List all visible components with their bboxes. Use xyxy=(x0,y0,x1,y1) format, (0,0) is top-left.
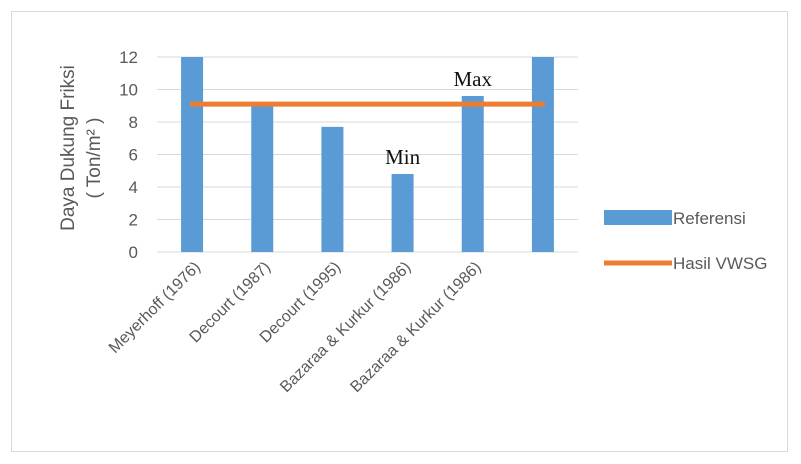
y-tick-label: 0 xyxy=(129,243,138,262)
y-axis-label-line1: Daya Dukung Friksi xyxy=(58,65,79,231)
bar xyxy=(461,96,484,252)
annotation-max: Max xyxy=(454,67,493,91)
bar xyxy=(531,57,554,252)
y-tick-label: 8 xyxy=(129,113,138,132)
bar xyxy=(251,104,274,252)
annotation-min: Min xyxy=(385,145,421,169)
gridlines xyxy=(157,56,578,253)
category-label: Bazaraa & Kurkur (1986) xyxy=(347,259,484,396)
legend-label-referensi: Referensi xyxy=(673,209,746,228)
category-label: Bazaraa & Kurkur (1986) xyxy=(277,259,414,396)
bar xyxy=(391,174,414,252)
y-tick-labels: 0 2 4 6 8 10 12 xyxy=(119,48,138,262)
legend: Referensi Hasil VWSG xyxy=(604,209,767,273)
y-tick-label: 12 xyxy=(119,48,138,67)
y-tick-label: 2 xyxy=(129,211,138,230)
legend-swatch-referensi xyxy=(604,210,672,225)
legend-label-hasil-vwsg: Hasil VWSG xyxy=(673,254,767,273)
annotations: Min Max xyxy=(385,67,492,169)
y-tick-label: 4 xyxy=(129,178,138,197)
category-labels: Meyerhoff (1976)Decourt (1987)Decourt (1… xyxy=(106,259,485,396)
y-tick-label: 6 xyxy=(129,146,138,165)
bar xyxy=(321,126,344,252)
y-axis-label-line2: ( Ton/m² ) xyxy=(84,118,105,199)
category-label: Meyerhoff (1976) xyxy=(106,259,204,357)
bar xyxy=(181,57,204,252)
y-tick-label: 10 xyxy=(119,81,138,100)
